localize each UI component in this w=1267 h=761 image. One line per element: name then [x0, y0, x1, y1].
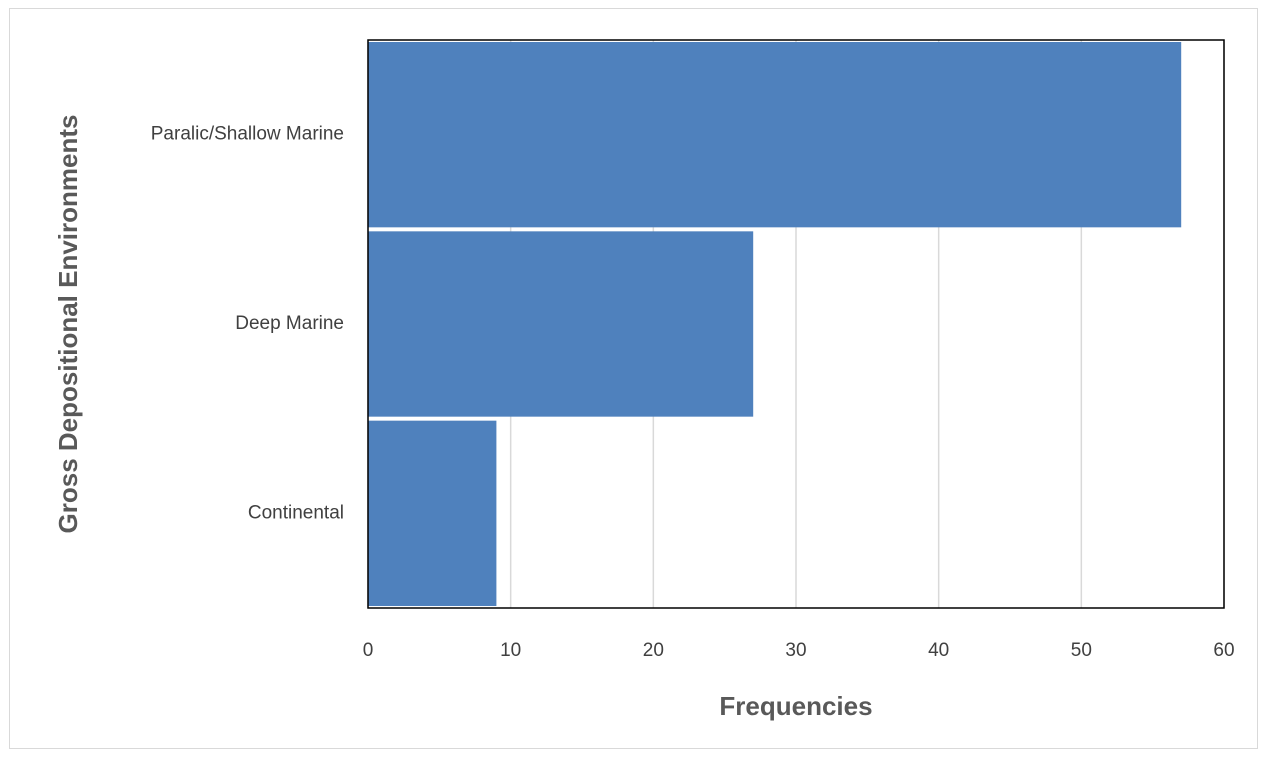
x-tick-label: 10 [500, 640, 521, 661]
x-tick-label: 40 [928, 640, 949, 661]
y-tick-label: Continental [248, 502, 344, 523]
x-tick-label: 50 [1071, 640, 1092, 661]
y-tick-label: Paralic/Shallow Marine [151, 124, 344, 145]
bar [368, 42, 1182, 228]
x-tick-label: 0 [363, 640, 374, 661]
x-tick-label: 30 [785, 640, 806, 661]
bar [368, 420, 497, 606]
plot-border [367, 39, 1225, 609]
bar [368, 231, 754, 417]
x-axis-title: Frequencies [719, 691, 872, 721]
x-tick-label: 20 [643, 640, 664, 661]
y-tick-label: Deep Marine [235, 313, 344, 334]
y-axis-title: Gross Depositional Environments [53, 115, 83, 534]
x-tick-label: 60 [1213, 640, 1234, 661]
